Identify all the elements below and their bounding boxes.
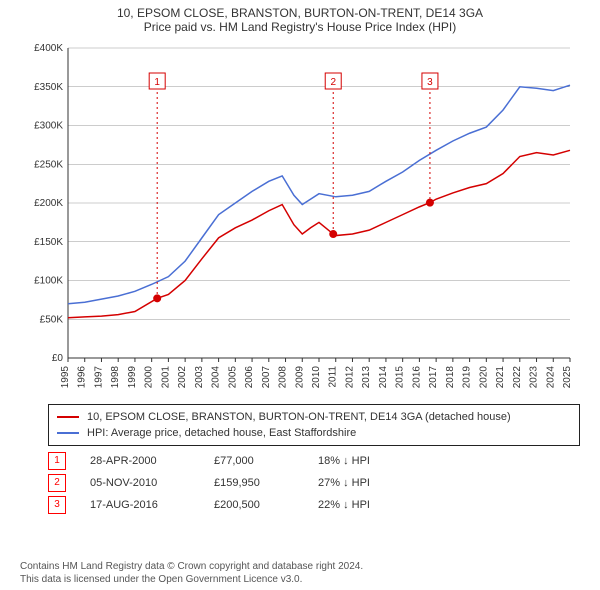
svg-text:2025: 2025 — [562, 366, 573, 389]
sale-delta: 27% ↓ HPI — [318, 472, 370, 494]
svg-text:2020: 2020 — [478, 366, 489, 389]
hpi-line — [68, 85, 570, 304]
svg-text:2008: 2008 — [278, 366, 289, 389]
sale-row: 2 05-NOV-2010 £159,950 27% ↓ HPI — [48, 472, 580, 494]
svg-text:£250K: £250K — [34, 159, 63, 170]
svg-text:2021: 2021 — [495, 366, 506, 389]
svg-text:2017: 2017 — [428, 366, 439, 389]
sales-table: 1 28-APR-2000 £77,000 18% ↓ HPI 2 05-NOV… — [48, 450, 580, 516]
svg-text:2006: 2006 — [244, 366, 255, 389]
svg-text:2001: 2001 — [160, 366, 171, 389]
svg-text:£0: £0 — [52, 353, 64, 364]
sale-dot — [153, 294, 161, 302]
sale-dot — [426, 199, 434, 207]
page-subtitle: Price paid vs. HM Land Registry's House … — [0, 20, 600, 38]
footer-line-1: Contains HM Land Registry data © Crown c… — [20, 560, 580, 573]
svg-text:2016: 2016 — [411, 366, 422, 389]
svg-text:2012: 2012 — [344, 366, 355, 389]
property-line — [68, 150, 570, 317]
svg-text:2002: 2002 — [177, 366, 188, 389]
svg-text:2022: 2022 — [512, 366, 523, 389]
legend-row-hpi: HPI: Average price, detached house, East… — [57, 425, 571, 441]
sale-marker-1: 1 — [48, 452, 66, 470]
svg-text:£150K: £150K — [34, 237, 63, 248]
svg-text:2000: 2000 — [144, 366, 155, 389]
svg-text:2014: 2014 — [378, 366, 389, 389]
footer: Contains HM Land Registry data © Crown c… — [20, 560, 580, 586]
svg-text:2018: 2018 — [445, 366, 456, 389]
svg-text:2015: 2015 — [395, 366, 406, 389]
sale-delta: 18% ↓ HPI — [318, 450, 370, 472]
sale-date: 28-APR-2000 — [90, 450, 190, 472]
svg-text:2011: 2011 — [328, 366, 339, 388]
svg-text:2010: 2010 — [311, 366, 322, 389]
sale-date: 17-AUG-2016 — [90, 494, 190, 516]
svg-text:£200K: £200K — [34, 198, 63, 209]
svg-text:1999: 1999 — [127, 366, 138, 389]
svg-text:2024: 2024 — [545, 366, 556, 389]
sale-dot — [329, 230, 337, 238]
svg-text:1997: 1997 — [93, 366, 104, 389]
svg-text:1995: 1995 — [60, 366, 71, 389]
svg-text:3: 3 — [427, 77, 433, 88]
svg-text:£350K: £350K — [34, 82, 63, 93]
svg-text:1: 1 — [154, 77, 160, 88]
svg-text:£400K: £400K — [34, 43, 63, 54]
page-title: 10, EPSOM CLOSE, BRANSTON, BURTON-ON-TRE… — [0, 0, 600, 20]
sale-marker-3: 3 — [48, 496, 66, 514]
price-chart: £0 £50K £100K £150K £200K £250K £300K £350K £400… — [20, 38, 580, 398]
legend-swatch-hpi — [57, 432, 79, 434]
svg-text:2003: 2003 — [194, 366, 205, 389]
svg-text:£100K: £100K — [34, 276, 63, 287]
sale-row: 1 28-APR-2000 £77,000 18% ↓ HPI — [48, 450, 580, 472]
sale-price: £77,000 — [214, 450, 294, 472]
svg-text:2: 2 — [330, 77, 336, 88]
legend-swatch-property — [57, 416, 79, 418]
svg-text:2019: 2019 — [462, 366, 473, 389]
svg-text:2023: 2023 — [529, 366, 540, 389]
sale-row: 3 17-AUG-2016 £200,500 22% ↓ HPI — [48, 494, 580, 516]
svg-text:£50K: £50K — [40, 314, 64, 325]
svg-text:2005: 2005 — [227, 366, 238, 389]
sale-price: £200,500 — [214, 494, 294, 516]
svg-text:2009: 2009 — [294, 366, 305, 389]
svg-text:2013: 2013 — [361, 366, 372, 389]
svg-text:1996: 1996 — [77, 366, 88, 389]
sale-delta: 22% ↓ HPI — [318, 494, 370, 516]
legend-label-hpi: HPI: Average price, detached house, East… — [87, 425, 356, 441]
footer-line-2: This data is licensed under the Open Gov… — [20, 573, 580, 586]
legend-label-property: 10, EPSOM CLOSE, BRANSTON, BURTON-ON-TRE… — [87, 409, 511, 425]
legend: 10, EPSOM CLOSE, BRANSTON, BURTON-ON-TRE… — [48, 404, 580, 446]
svg-text:2007: 2007 — [261, 366, 272, 389]
sale-date: 05-NOV-2010 — [90, 472, 190, 494]
legend-row-property: 10, EPSOM CLOSE, BRANSTON, BURTON-ON-TRE… — [57, 409, 571, 425]
svg-text:2004: 2004 — [211, 366, 222, 389]
svg-text:£300K: £300K — [34, 121, 63, 132]
sale-price: £159,950 — [214, 472, 294, 494]
sale-marker-2: 2 — [48, 474, 66, 492]
svg-text:1998: 1998 — [110, 366, 121, 389]
